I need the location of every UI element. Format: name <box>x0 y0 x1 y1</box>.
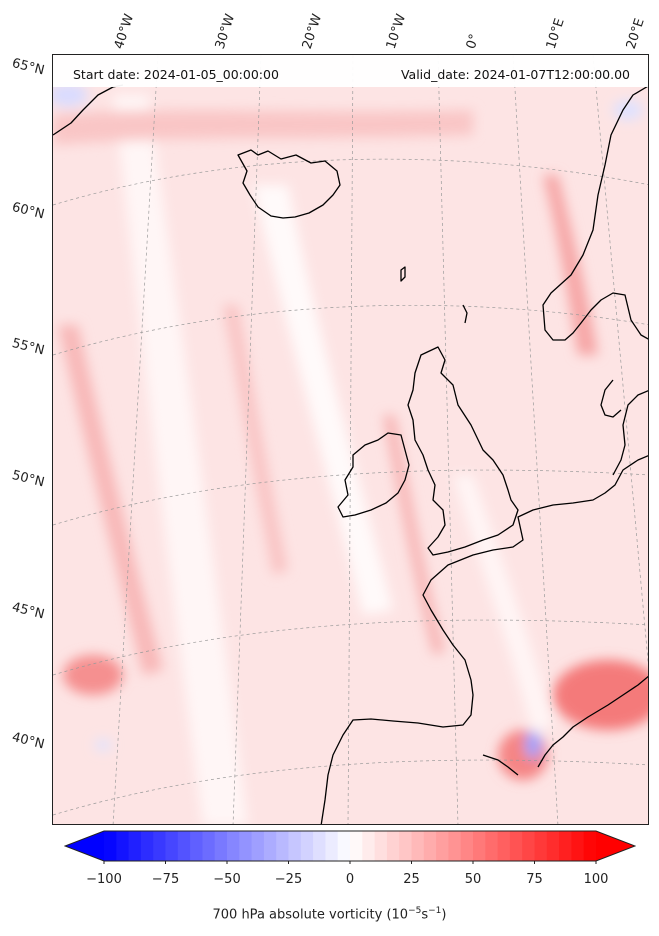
colorbar-cell <box>534 831 548 861</box>
colorbar-cell <box>190 831 203 861</box>
colorbar-tick-label: 0 <box>345 872 355 887</box>
longitude-label: 30°W <box>212 12 239 51</box>
colorbar-cell <box>128 831 142 861</box>
colorbar-cell <box>399 831 412 861</box>
colorbar-cell <box>104 831 117 861</box>
graticule <box>53 55 648 824</box>
colorbar-cell <box>313 831 326 861</box>
vorticity-map: Start date: 2024-01-05_00:00:00 Valid_da… <box>52 54 649 825</box>
colorbar-cell <box>214 831 228 861</box>
colorbar-cell <box>485 831 499 861</box>
colorbar-cell <box>473 831 486 861</box>
mediterranean-coast <box>537 675 648 768</box>
iceland-coast <box>237 149 341 219</box>
colorbar-cell <box>571 831 585 861</box>
colorbar-cell <box>177 831 191 861</box>
britain-coast <box>407 346 519 556</box>
sweden-coast <box>612 390 648 476</box>
colorbar <box>64 830 636 864</box>
colorbar-tick-label: 50 <box>464 872 482 887</box>
latitude-label: 60°N <box>10 200 46 223</box>
colorbar-tick-label: 100 <box>583 872 609 887</box>
colorbar-cell <box>202 831 216 861</box>
colorbar-cell <box>288 831 302 861</box>
colorbar-cell <box>116 831 130 861</box>
colorbar-cell <box>386 831 400 861</box>
scandinavia-coast <box>542 85 648 341</box>
colorbar-cell <box>497 831 511 861</box>
longitude-label: 10°W <box>383 12 410 51</box>
latitude-label: 40°N <box>10 730 46 753</box>
colorbar-cell <box>374 831 388 861</box>
colorbar-tick-label: 25 <box>403 872 420 887</box>
colorbar-tick-label: −25 <box>274 872 303 887</box>
colorbar-cell <box>509 831 523 861</box>
colorbar-cell <box>227 831 240 861</box>
colorbar-title-exp1: −5 <box>408 906 422 916</box>
colorbar-cell <box>276 831 289 861</box>
colorbar-title-mid: s <box>421 907 429 923</box>
colorbar-cell <box>460 831 474 861</box>
colorbar-cell <box>436 831 449 861</box>
longitude-label: 0° <box>463 32 483 51</box>
colorbar-cell <box>337 831 351 861</box>
vorticity-field <box>53 83 648 824</box>
colorbar-cell <box>362 831 376 861</box>
colorbar-extend-max <box>596 831 635 861</box>
denmark-coast <box>600 379 622 418</box>
colorbar-outline <box>64 830 636 862</box>
europe-coast <box>320 455 648 824</box>
colorbar-cell <box>423 831 437 861</box>
coastlines <box>53 84 648 824</box>
colorbar-tick-label: −100 <box>86 872 122 887</box>
latitude-label: 55°N <box>10 336 46 359</box>
header-band <box>53 55 648 87</box>
map-canvas <box>53 55 648 824</box>
colorbar-tick-label: −50 <box>213 872 241 887</box>
colorbar-cell <box>165 831 179 861</box>
colorbar-tick-label: −75 <box>151 872 180 887</box>
colorbar-cell <box>546 831 560 861</box>
latitude-label: 50°N <box>10 468 46 491</box>
colorbar-cells <box>65 831 635 861</box>
north-africa-coast <box>482 754 519 776</box>
colorbar-cell <box>411 831 425 861</box>
colorbar-cell <box>153 831 166 861</box>
colorbar-cell <box>263 831 277 861</box>
colorbar-cell <box>239 831 253 861</box>
colorbar-cell <box>140 831 154 861</box>
colorbar-cell <box>448 831 462 861</box>
valid-date-label: Valid_date: 2024-01-07T12:00:00.00 <box>400 67 630 82</box>
colorbar-cell <box>350 831 363 861</box>
longitude-label: 20°E <box>623 16 648 51</box>
colorbar-title-prefix: 700 hPa absolute vorticity (10 <box>212 907 409 923</box>
colorbar-cell <box>559 831 572 861</box>
ireland-coast <box>337 432 410 518</box>
latitude-label: 45°N <box>10 600 46 623</box>
longitude-label: 40°W <box>111 12 138 51</box>
colorbar-cell <box>251 831 265 861</box>
colorbar-title-exp2: −1 <box>428 906 442 916</box>
colorbar-tick-label: 75 <box>526 872 543 887</box>
colorbar-extend-min <box>65 831 104 861</box>
longitude-label: 20°W <box>299 12 326 51</box>
longitude-label: 10°E <box>543 16 568 51</box>
colorbar-cell <box>300 831 314 861</box>
colorbar-title-suffix: ) <box>441 907 447 923</box>
colorbar-title: 700 hPa absolute vorticity (10−5s−1) <box>0 906 659 922</box>
colorbar-cell <box>325 831 339 861</box>
colorbar-cell <box>583 831 597 861</box>
start-date-label: Start date: 2024-01-05_00:00:00 <box>73 67 279 82</box>
latitude-label: 65°N <box>10 56 46 79</box>
colorbar-cell <box>522 831 535 861</box>
